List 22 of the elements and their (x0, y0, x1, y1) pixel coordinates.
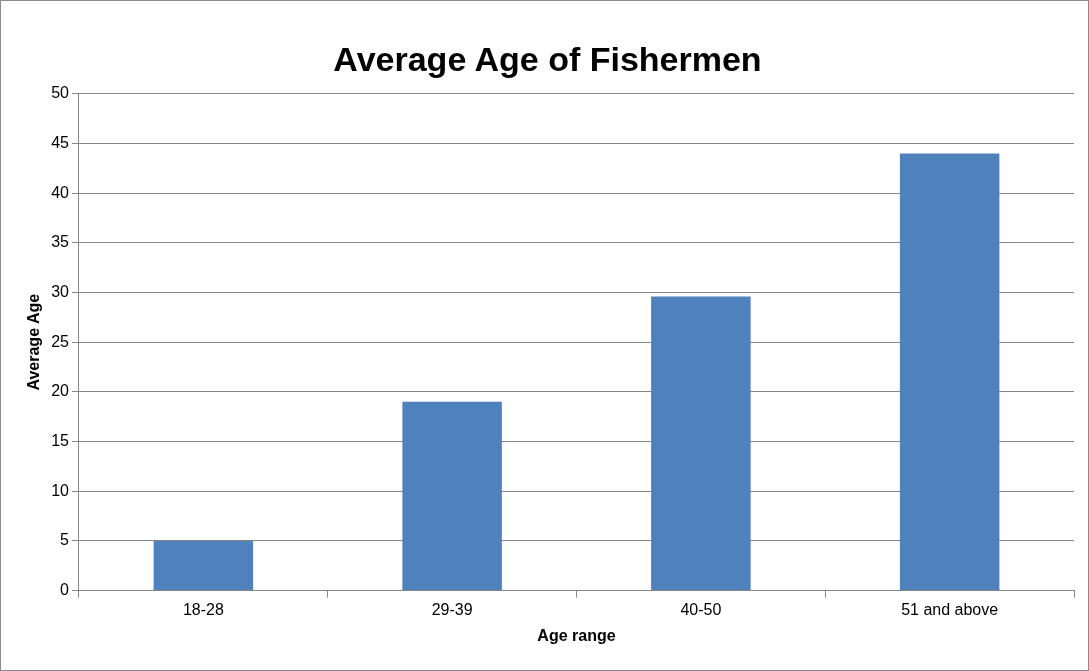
y-tick-label: 25 (51, 332, 70, 350)
y-tick-label: 15 (51, 431, 70, 449)
bar (899, 153, 1000, 591)
y-tick-label: 20 (51, 382, 70, 400)
y-tick-label: 40 (51, 183, 70, 201)
x-tick-label: 40-50 (680, 600, 722, 618)
x-tick-label: 29-39 (431, 600, 473, 618)
y-tick-label: 0 (60, 581, 70, 599)
y-tick-label: 5 (60, 531, 70, 549)
y-tick-label: 10 (51, 481, 70, 499)
y-tick-label: 30 (51, 282, 70, 300)
bar (651, 296, 751, 591)
x-tick-label: 51 and above (901, 600, 999, 618)
chart-title: Average Age of Fishermen (333, 39, 762, 78)
y-axis-title: Average Age (25, 293, 43, 391)
bar (153, 540, 254, 591)
bar (402, 401, 502, 591)
x-tick-label: 18-28 (182, 600, 224, 618)
x-axis-title: Age range (537, 626, 616, 644)
y-tick-label: 50 (51, 84, 70, 102)
y-tick-label: 45 (51, 133, 70, 151)
y-tick-label: 35 (51, 233, 70, 251)
